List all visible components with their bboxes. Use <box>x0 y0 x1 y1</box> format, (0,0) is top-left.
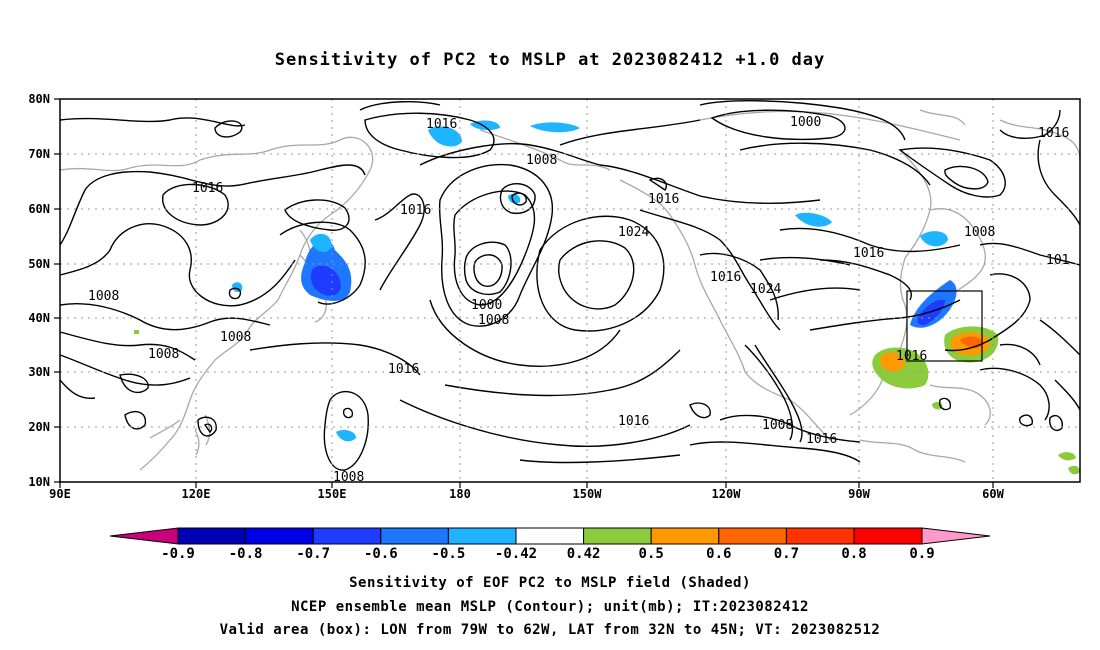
x-tick-label: 60W <box>982 487 1004 501</box>
y-tick-label: 80N <box>28 92 50 106</box>
colorbar-label: -0.8 <box>229 546 263 562</box>
contour-label: 1008 <box>88 289 119 304</box>
contour-label: 1008 <box>762 418 793 433</box>
y-tick-label: 10N <box>28 475 50 489</box>
contour-label: 1008 <box>478 313 509 328</box>
colorbar-labels: -0.9 -0.8 -0.7 -0.6 -0.5 -0.42 0.42 0.5 … <box>161 546 935 562</box>
colorbar-swatch <box>583 527 652 545</box>
y-tick-label: 50N <box>28 257 50 271</box>
caption-valid-area: Valid area (box): LON from 79W to 62W, L… <box>219 622 881 638</box>
contour-label: 1016 <box>710 270 741 285</box>
contour-label: 1016 <box>192 181 223 196</box>
colorbar-swatch <box>718 527 787 545</box>
contour-label: 1008 <box>526 153 557 168</box>
x-tick-label: 120E <box>182 487 211 501</box>
map-title: Sensitivity of PC2 to MSLP at 2023082412… <box>274 50 826 70</box>
colorbar-label: -0.42 <box>495 546 537 562</box>
colorbar-swatch <box>650 527 720 545</box>
contour-label: 1016 <box>896 349 927 364</box>
y-tick-label: 40N <box>28 311 50 325</box>
colorbar-swatch <box>785 527 855 545</box>
contour-labels: 1016 1016 1016 1016 1016 1016 1016 1016 … <box>88 115 1069 485</box>
contour-label: 1016 <box>388 362 419 377</box>
x-tick-label: 180 <box>449 487 471 501</box>
x-tick-label: 150W <box>573 487 603 501</box>
caption-shading: Sensitivity of EOF PC2 to MSLP field (Sh… <box>349 575 751 591</box>
contour-label: 1016 <box>648 192 679 207</box>
x-axis-labels: 90E 120E 150E 180 150W 120W 90W 60W <box>49 487 1004 501</box>
colorbar-label: -0.7 <box>296 546 330 562</box>
contour-label: 1008 <box>964 225 995 240</box>
colorbar-swatch <box>177 527 247 545</box>
colorbar <box>109 527 991 545</box>
map-frame <box>59 98 1081 483</box>
contour-label: 1016 <box>618 414 649 429</box>
colorbar-swatch <box>109 527 179 545</box>
contour-label: 1008 <box>148 347 179 362</box>
colorbar-swatch <box>245 527 314 545</box>
colorbar-swatch <box>380 527 449 545</box>
caption-contour: NCEP ensemble mean MSLP (Contour); unit(… <box>291 599 809 615</box>
colorbar-label: 0.7 <box>774 546 799 562</box>
contour-label: 1016 <box>806 432 837 447</box>
colorbar-swatch <box>312 527 382 545</box>
y-axis-labels: 10N 20N 30N 40N 50N 60N 70N 80N <box>28 92 50 489</box>
colorbar-swatch <box>515 527 585 545</box>
x-tick-label: 150E <box>318 487 347 501</box>
x-tick-label: 120W <box>712 487 742 501</box>
contour-label: 1000 <box>790 115 821 130</box>
y-tick-label: 30N <box>28 365 50 379</box>
x-tick-label: 90E <box>49 487 71 501</box>
map-grid <box>60 99 1080 482</box>
y-tick-label: 60N <box>28 202 50 216</box>
contour-label: 1008 <box>220 330 251 345</box>
colorbar-label: 0.9 <box>909 546 934 562</box>
axis-ticks <box>54 98 994 488</box>
colorbar-swatch <box>921 527 991 545</box>
contour-label: 1024 <box>750 282 781 297</box>
contour-label: 1016 <box>1038 126 1069 141</box>
colorbar-label: 0.42 <box>567 546 601 562</box>
contour-label: 101 <box>1046 253 1069 268</box>
contour-label: 1000 <box>471 298 502 313</box>
colorbar-label: -0.6 <box>364 546 398 562</box>
x-tick-label: 90W <box>848 487 870 501</box>
colorbar-label: -0.5 <box>432 546 466 562</box>
y-tick-label: 20N <box>28 420 50 434</box>
contour-label: 1016 <box>426 117 457 132</box>
colorbar-label: 0.5 <box>639 546 664 562</box>
colorbar-label: 0.6 <box>706 546 731 562</box>
y-tick-label: 70N <box>28 147 50 161</box>
colorbar-label: 0.8 <box>841 546 866 562</box>
colorbar-swatch <box>447 527 517 545</box>
valid-area-box <box>906 290 983 362</box>
contour-label: 1024 <box>618 225 649 240</box>
colorbar-label: -0.9 <box>161 546 195 562</box>
contour-label: 1016 <box>853 246 884 261</box>
colorbar-swatch <box>853 527 923 545</box>
contour-label: 1016 <box>400 203 431 218</box>
